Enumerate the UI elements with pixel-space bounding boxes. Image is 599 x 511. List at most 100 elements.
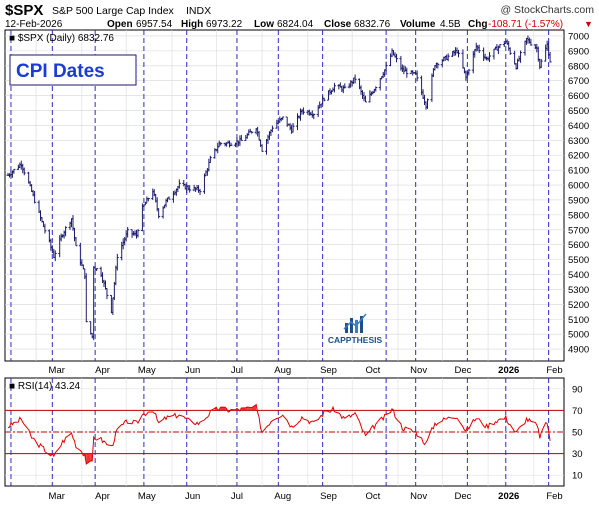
price-bar — [384, 61, 388, 72]
rsi-x-tick-label: Jul — [231, 491, 243, 502]
price-bar — [322, 97, 326, 102]
price-x-tick-label: May — [138, 365, 156, 376]
price-y-tick-label: 5400 — [568, 270, 589, 281]
price-y-tick-label: 6600 — [568, 91, 589, 102]
price-y-ticks: 4900 5000 5100 5200 5300 5400 5500 5600 5700 5800… — [568, 31, 589, 355]
rsi-x-tick-label: Sep — [320, 491, 337, 502]
price-x-tick-label: Nov — [410, 365, 427, 376]
rsi-y-tick-label: 70 — [572, 406, 583, 417]
price-bar — [270, 125, 274, 133]
price-bar — [22, 167, 26, 176]
price-x-tick-label: Jul — [231, 365, 243, 376]
cappthesis-logo: CAPPTHESIS — [328, 313, 382, 345]
price-bar — [84, 273, 88, 323]
rsi-x-tick-label: 2026 — [498, 491, 519, 502]
price-bar — [177, 179, 181, 189]
price-x-tick-label: Sep — [320, 365, 337, 376]
rsi-overbought-fill — [220, 407, 226, 411]
rsi-overbought-fill — [248, 407, 251, 411]
rsi-x-tick-label: Oct — [365, 491, 380, 502]
price-bar — [260, 144, 264, 152]
price-bar — [157, 208, 161, 219]
price-bar — [332, 82, 336, 93]
price-bar — [353, 74, 357, 84]
price-bar — [467, 68, 471, 76]
logo-bar-4 — [360, 316, 363, 333]
price-bar — [343, 83, 347, 89]
rsi-line — [7, 403, 551, 465]
price-bar — [477, 44, 481, 53]
price-bar — [74, 236, 78, 247]
rsi-x-tick-label: Feb — [546, 491, 562, 502]
logo-trend-line — [343, 313, 367, 330]
price-bar — [394, 53, 398, 63]
price-bar — [95, 268, 99, 271]
open-label: Open — [107, 19, 133, 30]
price-bar — [53, 250, 57, 262]
price-bar — [146, 197, 150, 202]
chg-value: -108.71 (-1.57%) — [488, 19, 563, 30]
price-x-tick-label: Apr — [95, 365, 110, 376]
rsi-y-tick-label: 90 — [572, 384, 583, 395]
price-bar — [229, 142, 233, 147]
rsi-x-tick-label: Aug — [274, 491, 291, 502]
price-y-tick-label: 6900 — [568, 46, 589, 57]
price-bar — [539, 58, 543, 68]
price-y-tick-label: 7000 — [568, 31, 589, 42]
price-bar — [239, 135, 243, 141]
low-label: Low — [254, 19, 274, 30]
volume-value: 4.5B — [440, 19, 461, 30]
price-bar — [219, 142, 223, 146]
chg-down-icon: ▼ — [584, 19, 593, 29]
index-name: S&P 500 Large Cap Index — [52, 5, 175, 17]
price-x-tick-label: Oct — [365, 365, 380, 376]
price-bar — [198, 188, 202, 196]
price-bar — [446, 53, 450, 62]
rsi-x-tick-label: Jun — [185, 491, 200, 502]
price-y-tick-label: 6100 — [568, 166, 589, 177]
price-bar — [415, 70, 419, 82]
price-bar — [208, 155, 212, 164]
price-bar — [374, 86, 378, 92]
date-label: 12-Feb-2026 — [5, 19, 63, 30]
price-bar — [12, 168, 16, 174]
high-value: 6973.22 — [206, 19, 243, 30]
rsi-reference-lines — [5, 409, 564, 455]
close-label: Close — [324, 19, 352, 30]
price-x-tick-label: Jun — [185, 365, 200, 376]
price-y-tick-label: 5300 — [568, 285, 589, 296]
price-y-tick-label: 5900 — [568, 195, 589, 206]
price-bar — [250, 131, 254, 134]
price-x-ticks: Mar Apr May Jun Jul Aug Sep Oct Nov Dec 2026 Feb — [49, 365, 563, 376]
close-value: 6832.76 — [354, 19, 391, 30]
price-y-tick-label: 4900 — [568, 345, 589, 356]
price-bar — [188, 185, 192, 193]
price-bar — [405, 67, 409, 78]
price-bar — [43, 223, 47, 234]
price-bar — [508, 47, 512, 55]
high-label: High — [181, 19, 203, 30]
volume-label: Volume — [400, 19, 436, 30]
price-y-tick-label: 6700 — [568, 76, 589, 87]
price-x-tick-label: Feb — [546, 365, 562, 376]
chg-label: Chg — [468, 19, 487, 30]
price-y-tick-label: 5700 — [568, 225, 589, 236]
price-y-tick-label: 6300 — [568, 136, 589, 147]
price-x-tick-label: Mar — [49, 365, 65, 376]
price-gridlines — [5, 30, 564, 361]
ohlc-readout: Open 6957.54 High 6973.22 Low 6824.04 Cl… — [107, 19, 593, 30]
rsi-y-tick-label: 50 — [572, 428, 583, 439]
price-bar — [488, 52, 492, 63]
price-y-tick-label: 5000 — [568, 330, 589, 341]
rsi-x-tick-label: May — [138, 491, 156, 502]
low-value: 6824.04 — [277, 19, 314, 30]
price-y-tick-label: 6800 — [568, 61, 589, 72]
watermark: @ StockCharts.com — [500, 4, 594, 16]
price-y-tick-label: 6500 — [568, 106, 589, 117]
price-x-tick-label: Aug — [274, 365, 291, 376]
price-bar — [281, 116, 285, 121]
price-bar — [115, 253, 119, 271]
price-y-tick-label: 5100 — [568, 315, 589, 326]
rsi-x-tick-label: Mar — [49, 491, 65, 502]
